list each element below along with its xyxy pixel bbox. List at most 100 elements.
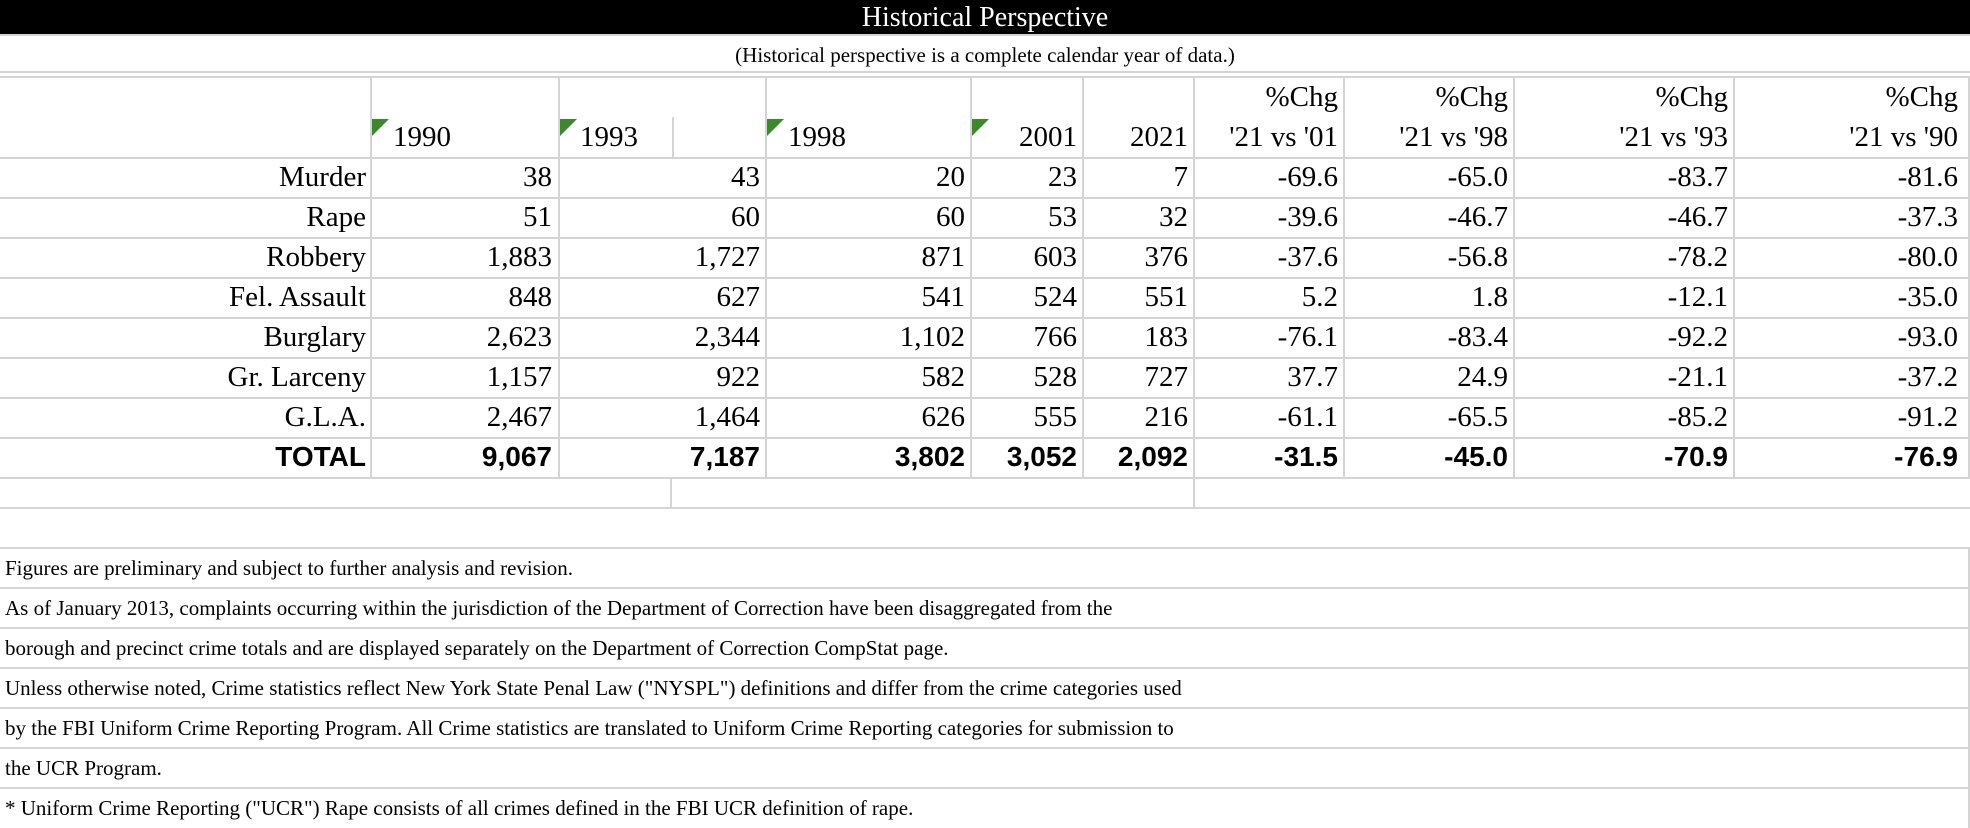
table-cell: 37.7: [1287, 361, 1338, 393]
table-cell: 32: [1159, 201, 1188, 233]
row-divider: [0, 507, 1970, 509]
row-label: Robbery: [266, 241, 366, 273]
table-cell: -46.7: [1447, 201, 1508, 233]
table-cell: 60: [731, 201, 760, 233]
header-divider: [0, 76, 1970, 78]
column-divider: [1343, 76, 1345, 477]
column-divider: [970, 76, 972, 477]
table-cell: 524: [1033, 281, 1078, 313]
note-divider: [0, 667, 1970, 669]
table-cell: 60: [936, 201, 965, 233]
table-cell: -85.2: [1667, 401, 1728, 433]
blank-divider: [670, 477, 672, 507]
table-cell: 871: [921, 241, 966, 273]
note-divider: [0, 707, 1970, 709]
footnote-line: As of January 2013, complaints occurring…: [5, 596, 1113, 620]
total-cell: -76.9: [1894, 441, 1958, 472]
total-cell: -31.5: [1274, 441, 1338, 472]
table-cell: 7: [1173, 161, 1189, 193]
row-divider: [0, 397, 1970, 399]
table-cell: 20: [936, 161, 965, 193]
row-divider: [0, 197, 1970, 199]
row-label: Burglary: [263, 321, 366, 353]
table-cell: -46.7: [1667, 201, 1728, 233]
table-cell: 626: [921, 401, 966, 433]
table-cell: 727: [1144, 361, 1189, 393]
total-cell: 3,052: [1006, 441, 1077, 472]
subtitle-divider: [0, 71, 1970, 73]
comment-marker-icon: [767, 119, 784, 136]
table-cell: -39.6: [1277, 201, 1338, 233]
table-cell: -35.0: [1897, 281, 1958, 313]
column-divider: [1513, 76, 1515, 477]
year-header: 2021: [1130, 121, 1188, 153]
table-cell: -83.7: [1667, 161, 1728, 193]
table-cell: -56.8: [1447, 241, 1508, 273]
footnote-line: Figures are preliminary and subject to f…: [5, 556, 574, 580]
table-cell: -37.2: [1897, 361, 1958, 393]
row-divider: [0, 157, 1970, 159]
table-cell: 582: [921, 361, 966, 393]
row-label: Gr. Larceny: [227, 361, 367, 393]
column-divider: [1193, 76, 1195, 477]
total-cell: 9,067: [481, 441, 552, 472]
table-cell: 1.8: [1471, 281, 1508, 313]
row-label: Rape: [306, 201, 366, 233]
table-cell: -80.0: [1897, 241, 1958, 273]
comment-marker-icon: [372, 119, 389, 136]
footnote-line: * Uniform Crime Reporting ("UCR") Rape c…: [5, 796, 914, 820]
comment-marker-icon: [560, 119, 577, 136]
table-cell: 1,883: [486, 241, 552, 273]
row-label: Fel. Assault: [229, 281, 366, 313]
column-divider: [370, 76, 372, 477]
year-header: 1993: [580, 121, 638, 153]
row-label: Murder: [279, 161, 366, 193]
table-cell: 376: [1144, 241, 1189, 273]
table-cell: -92.2: [1667, 321, 1728, 353]
table-cell: 2,344: [694, 321, 760, 353]
table-cell: -12.1: [1667, 281, 1728, 313]
table-cell: -69.6: [1277, 161, 1338, 193]
header-subdivider: [672, 117, 674, 157]
row-divider: [0, 317, 1970, 319]
pct-change-header: %Chg: [1655, 81, 1729, 113]
total-cell: -45.0: [1444, 441, 1508, 472]
table-cell: -93.0: [1897, 321, 1958, 353]
row-divider: [0, 547, 1970, 549]
table-cell: 528: [1033, 361, 1078, 393]
table-cell: -78.2: [1667, 241, 1728, 273]
year-header: 1998: [788, 121, 846, 153]
table-cell: -83.4: [1447, 321, 1508, 353]
table-cell: -91.2: [1897, 401, 1958, 433]
table-cell: 216: [1144, 401, 1189, 433]
pct-change-header: %Chg: [1265, 81, 1339, 113]
row-divider: [0, 477, 1970, 479]
note-divider: [0, 627, 1970, 629]
note-divider: [0, 587, 1970, 589]
table-cell: 38: [523, 161, 552, 193]
column-divider: [1082, 76, 1084, 477]
row-divider: [0, 437, 1970, 439]
footnote-line: by the FBI Uniform Crime Reporting Progr…: [5, 716, 1174, 740]
table-cell: 1,464: [694, 401, 760, 433]
table-cell: 24.9: [1457, 361, 1508, 393]
pct-change-header: %Chg: [1885, 81, 1959, 113]
table-cell: 43: [731, 161, 760, 193]
total-cell: -70.9: [1664, 441, 1728, 472]
column-divider: [558, 76, 560, 477]
note-divider: [0, 747, 1970, 749]
table-cell: 5.2: [1301, 281, 1338, 313]
row-divider: [0, 237, 1970, 239]
row-divider: [0, 277, 1970, 279]
table-cell: 2,467: [486, 401, 552, 433]
table-cell: 2,623: [486, 321, 552, 353]
row-divider: [0, 357, 1970, 359]
year-header: 2001: [1019, 121, 1077, 153]
table-subtitle: (Historical perspective is a complete ca…: [735, 43, 1235, 67]
pct-change-header: %Chg: [1435, 81, 1509, 113]
footnote-line: borough and precinct crime totals and ar…: [5, 636, 949, 660]
pct-change-subheader: '21 vs '98: [1399, 121, 1508, 153]
total-cell: 7,187: [689, 441, 760, 472]
table-cell: 541: [921, 281, 966, 313]
pct-change-subheader: '21 vs '01: [1229, 121, 1338, 153]
